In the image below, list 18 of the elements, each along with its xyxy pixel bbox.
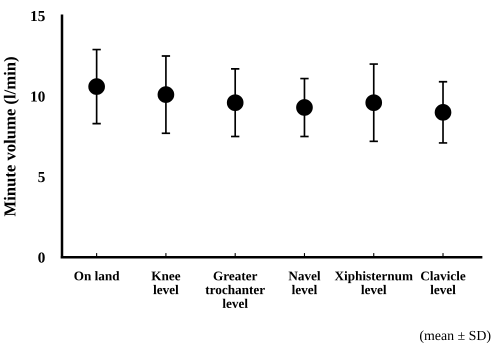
y-axis-title: Minute volume (l/min) [4,57,19,216]
y-tick-label: 5 [38,172,45,182]
y-tick-label: 10 [31,91,45,102]
point [88,78,105,95]
point [296,99,313,116]
text: (mean ± SD) [420,330,490,343]
y-tick-label: 0 [38,252,45,263]
point [434,104,452,121]
y-tick-label: 15 [31,10,45,22]
x-tick-label: On land [74,271,120,280]
x-tick-label: Xiphisternum level [334,271,413,294]
x-tick-label: Navel level [288,271,320,294]
point [226,94,244,112]
x-tick-label: Clavicle level [420,271,466,294]
point [158,86,174,103]
x-tick-label: Knee level [151,272,180,294]
x-tick-label: Greater trochanter level [205,272,265,308]
point [365,94,382,112]
